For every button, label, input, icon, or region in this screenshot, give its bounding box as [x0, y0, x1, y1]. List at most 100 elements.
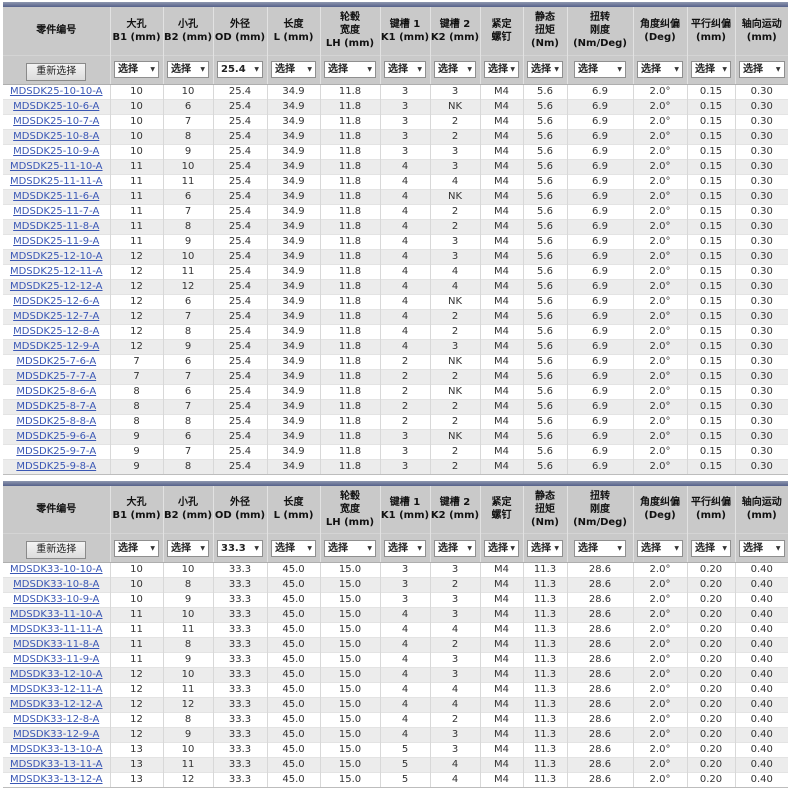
filter-select-axial_motion[interactable]: 选择 ▼: [739, 539, 785, 557]
filter-select-parallel_misalignment[interactable]: 选择 ▼: [691, 61, 731, 78]
filter-select-axial_motion[interactable]: 选择 ▼: [739, 61, 785, 78]
filter-select-value: 选择: [118, 542, 138, 554]
value-cell-torsional_stiffness: 28.6: [566, 577, 633, 593]
filter-cell-k2: 选择 ▼: [429, 54, 480, 85]
part-number-link[interactable]: MDSDK25-11-10-A: [9, 160, 103, 172]
part-number-link[interactable]: MDSDK25-9-7-A: [16, 445, 97, 457]
filter-select-static_torque[interactable]: 选择 ▼: [527, 539, 563, 557]
value-cell-k1: 3: [379, 128, 430, 144]
part-number-link[interactable]: MDSDK25-11-9-A: [13, 235, 100, 247]
part-number-link[interactable]: MDSDK25-10-7-A: [13, 115, 100, 127]
part-number-link[interactable]: MDSDK33-13-11-A: [9, 759, 103, 770]
part-number-link[interactable]: MDSDK33-13-12-A: [9, 774, 103, 785]
part-number-link[interactable]: MDSDK25-11-7-A: [13, 205, 100, 217]
part-number-link[interactable]: MDSDK33-12-8-A: [13, 714, 100, 725]
part-number-link[interactable]: MDSDK25-10-9-A: [13, 145, 100, 157]
filter-select-angular_misalignment[interactable]: 选择 ▼: [637, 61, 683, 78]
column-header-k1: 键槽 1 K1 (mm): [379, 485, 430, 534]
value-cell-od: 25.4: [212, 338, 267, 354]
column-header-k2: 键槽 2 K2 (mm): [429, 7, 480, 55]
part-number-link[interactable]: MDSDK25-12-8-A: [13, 325, 100, 337]
part-number-link[interactable]: MDSDK33-11-11-A: [9, 624, 103, 635]
filter-select-hub_width[interactable]: 选择 ▼: [324, 539, 376, 557]
value-cell-hub_width: 11.8: [319, 458, 380, 475]
filter-select-b2[interactable]: 选择 ▼: [167, 61, 209, 78]
value-cell-length: 45.0: [266, 652, 320, 668]
value-cell-k2: NK: [429, 293, 480, 309]
part-number-link[interactable]: MDSDK25-12-9-A: [13, 340, 100, 352]
part-number-link[interactable]: MDSDK25-10-10-A: [9, 85, 103, 97]
part-number-link[interactable]: MDSDK25-12-11-A: [9, 265, 103, 277]
value-cell-static_torque: 5.6: [522, 368, 567, 384]
part-number-cell: MDSDK25-11-6-A: [3, 188, 110, 204]
od-filter-select[interactable]: 25.4 ▼: [217, 61, 263, 78]
part-number-link[interactable]: MDSDK25-12-10-A: [9, 250, 103, 262]
filter-select-angular_misalignment[interactable]: 选择 ▼: [637, 539, 683, 557]
part-number-link[interactable]: MDSDK25-12-7-A: [13, 310, 100, 322]
filter-select-set_screw[interactable]: 选择 ▼: [484, 539, 519, 557]
filter-select-hub_width[interactable]: 选择 ▼: [324, 61, 376, 78]
filter-select-length[interactable]: 选择 ▼: [271, 61, 316, 78]
part-number-link[interactable]: MDSDK33-12-11-A: [9, 684, 103, 695]
part-number-link[interactable]: MDSDK25-9-6-A: [16, 430, 97, 442]
part-number-link[interactable]: MDSDK33-11-8-A: [13, 639, 100, 650]
filter-select-static_torque[interactable]: 选择 ▼: [527, 61, 563, 78]
value-cell-k1: 2: [379, 413, 430, 429]
part-number-link[interactable]: MDSDK25-11-8-A: [13, 220, 100, 232]
part-number-link[interactable]: MDSDK25-7-6-A: [16, 355, 97, 367]
value-cell-axial_motion: 0.40: [734, 682, 788, 698]
filter-select-b2[interactable]: 选择 ▼: [167, 539, 209, 557]
part-number-link[interactable]: MDSDK25-10-8-A: [13, 130, 100, 142]
value-cell-axial_motion: 0.30: [734, 338, 788, 354]
part-number-link[interactable]: MDSDK25-8-7-A: [16, 400, 97, 412]
filter-select-set_screw[interactable]: 选择 ▼: [484, 61, 519, 78]
part-number-link[interactable]: MDSDK25-11-6-A: [13, 190, 100, 202]
value-cell-angular_misalignment: 2.0°: [632, 697, 687, 713]
part-number-link[interactable]: MDSDK25-11-11-A: [9, 175, 103, 187]
reset-filter-button[interactable]: 重新选择: [26, 62, 87, 81]
part-number-link[interactable]: MDSDK25-8-8-A: [16, 415, 97, 427]
part-number-link[interactable]: MDSDK33-11-10-A: [9, 609, 103, 620]
part-number-link[interactable]: MDSDK33-12-10-A: [9, 669, 103, 680]
reset-filter-button[interactable]: 重新选择: [26, 541, 87, 559]
value-cell-b1: 10: [109, 83, 163, 99]
filter-select-k1[interactable]: 选择 ▼: [384, 539, 426, 557]
part-number-link[interactable]: MDSDK33-11-9-A: [13, 654, 100, 665]
part-number-link[interactable]: MDSDK33-10-8-A: [13, 579, 100, 590]
dropdown-arrow-icon: ▼: [775, 66, 781, 73]
part-number-link[interactable]: MDSDK33-12-9-A: [13, 729, 100, 740]
value-cell-torsional_stiffness: 6.9: [566, 293, 633, 309]
filter-select-b1[interactable]: 选择 ▼: [114, 61, 159, 78]
od-filter-select[interactable]: 33.3 ▼: [217, 539, 263, 557]
filter-select-length[interactable]: 选择 ▼: [271, 539, 316, 557]
part-number-link[interactable]: MDSDK33-10-10-A: [9, 564, 103, 575]
part-number-link[interactable]: MDSDK25-8-6-A: [16, 385, 97, 397]
part-number-link[interactable]: MDSDK25-10-6-A: [13, 100, 100, 112]
value-cell-torsional_stiffness: 28.6: [566, 667, 633, 683]
parts-table-od25: 零件编号 大孔 B1 (mm) 小孔 B2 (mm) 外径 OD (mm) 长度 L (…: [3, 2, 788, 475]
filter-select-torsional_stiffness[interactable]: 选择 ▼: [574, 539, 626, 557]
part-number-link[interactable]: MDSDK33-10-9-A: [13, 594, 100, 605]
value-cell-b1: 12: [109, 308, 163, 324]
value-cell-b2: 9: [162, 727, 213, 743]
filter-select-parallel_misalignment[interactable]: 选择 ▼: [691, 539, 731, 557]
part-number-link[interactable]: MDSDK33-13-10-A: [9, 744, 103, 755]
value-cell-parallel_misalignment: 0.15: [686, 293, 735, 309]
value-cell-k1: 4: [379, 712, 430, 728]
part-number-link[interactable]: MDSDK25-12-6-A: [13, 295, 100, 307]
filter-select-k1[interactable]: 选择 ▼: [384, 61, 426, 78]
filter-select-k2[interactable]: 选择 ▼: [434, 539, 476, 557]
part-number-link[interactable]: MDSDK25-7-7-A: [16, 370, 97, 382]
value-cell-k2: 3: [429, 742, 480, 758]
filter-select-b1[interactable]: 选择 ▼: [114, 539, 159, 557]
filter-select-torsional_stiffness[interactable]: 选择 ▼: [574, 61, 626, 78]
value-cell-static_torque: 11.3: [522, 712, 567, 728]
part-number-link[interactable]: MDSDK33-12-12-A: [9, 699, 103, 710]
part-number-link[interactable]: MDSDK25-9-8-A: [16, 460, 97, 472]
part-number-link[interactable]: MDSDK25-12-12-A: [9, 280, 103, 292]
value-cell-static_torque: 11.3: [522, 637, 567, 653]
value-cell-angular_misalignment: 2.0°: [632, 637, 687, 653]
value-cell-b1: 11: [109, 218, 163, 234]
column-header-row: 零件编号 大孔 B1 (mm) 小孔 B2 (mm) 外径 OD (mm) 长度 L (…: [3, 7, 788, 55]
filter-select-k2[interactable]: 选择 ▼: [434, 61, 476, 78]
